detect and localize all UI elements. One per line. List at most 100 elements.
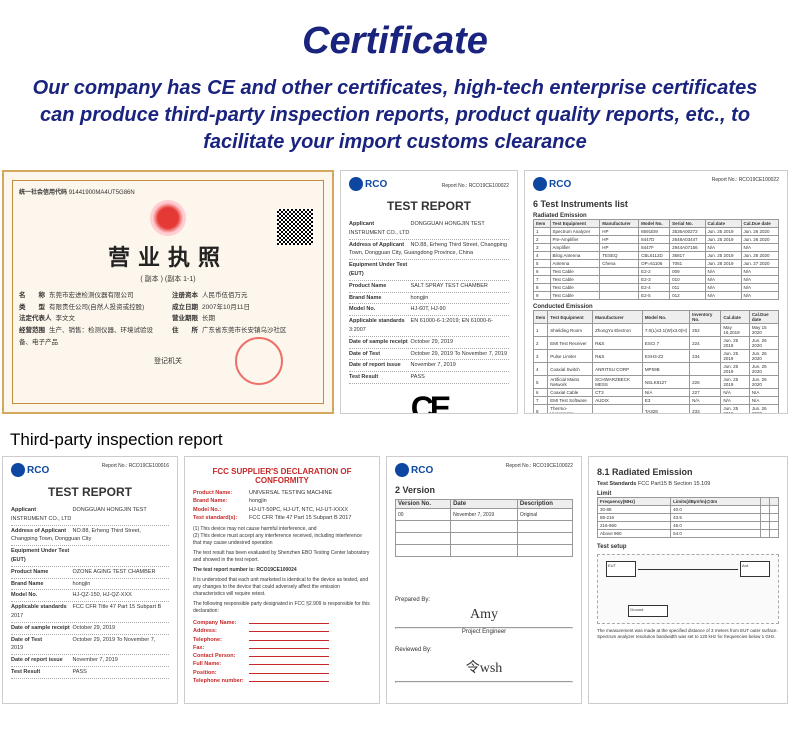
license-field: 法定代表人李文文: [19, 313, 164, 325]
official-stamp-icon: [235, 337, 283, 385]
table-header: Cal.date: [705, 220, 741, 228]
table-row: 9Test CableE2-5012N/AN/A: [534, 292, 779, 300]
table-header: Inventory No.: [690, 311, 721, 324]
table-header: [769, 498, 778, 506]
signature-2: 令wsh: [395, 657, 573, 677]
std-label: Test Standards: [597, 481, 636, 487]
field-row: Model No. HJ-60T, HJ-90: [349, 304, 509, 316]
report-number: Report No.: RCO19CE100022: [442, 183, 509, 189]
table-header: Cal.Due date: [749, 311, 778, 324]
field-row: Applicable standards EN 61000-6-1:2019; …: [349, 316, 509, 337]
fcc-party-field: Company Name:: [193, 619, 371, 627]
table-row: 7Test CableE2-3010N/AN/A: [534, 276, 779, 284]
field-row: Equipment Under Test (EUT): [11, 546, 169, 567]
table-row: [396, 545, 573, 557]
table-header: Model No.: [639, 220, 670, 228]
table-header: Item: [534, 311, 548, 324]
test-setup-diagram: EUT Ant. Ground: [597, 554, 779, 624]
table-row: 2Pre-AmplifierHP8447D2648A03447Jun. 25 2…: [534, 236, 779, 244]
license-field: 类 型有限责任公司(自然人投资或控股): [19, 302, 164, 314]
test-instruments-list: RCO Report No.: RCO19CE100022 6 Test Ins…: [524, 170, 788, 414]
table-row: 1Shielding RoomZhongYu Electron7.0(L)x3.…: [534, 324, 779, 337]
section-label-inspection: Third-party inspection report: [0, 418, 790, 454]
fcc-party-field: Telephone number:: [193, 677, 371, 685]
table-row: 1Spectrum AnalyzerHP8591EM3536A00272Jun.…: [534, 228, 779, 236]
instruments-title: 6 Test Instruments list: [533, 199, 779, 209]
rco-logo: RCO: [349, 177, 387, 191]
fcc-field: Test standard(s):FCC CFR Title 47 Part 1…: [193, 514, 371, 522]
table-row: 6Test CableE2-2009N/AN/A: [534, 268, 779, 276]
report-number: Report No.: RCO19CE100022: [506, 463, 573, 481]
ce-test-report: RCO Report No.: RCO19CE100022 TEST REPOR…: [340, 170, 518, 414]
field-row: Product Name SALT SPRAY TEST CHAMBER: [349, 281, 509, 293]
table-header: Manufacturer: [593, 311, 643, 324]
table-row: 00November 7, 2019Original: [396, 509, 573, 521]
field-row: Date of sample receipt October 29, 2019: [349, 337, 509, 349]
table-header: Limits(dBµV/m)@3m: [671, 498, 761, 506]
fcc-field: Model No.:HJ-UT-50PC, HJ-UT, NTC, HJ-UT-…: [193, 506, 371, 514]
license-subtitle: ( 副本 ) (副本 1-1): [19, 274, 317, 284]
ce-mark-icon: CE: [349, 390, 509, 414]
version-table: Version No.DateDescription00November 7, …: [395, 499, 573, 557]
table-header: Cal.date: [721, 311, 750, 324]
fcc-title: FCC SUPPLIER'S DECLARATION OF CONFORMITY: [193, 467, 371, 485]
fcc-declaration: FCC SUPPLIER'S DECLARATION OF CONFORMITY…: [184, 456, 380, 704]
table-row: 30-8840.0: [598, 506, 779, 514]
table-row: [396, 521, 573, 533]
std-value: FCC Part15 B Section 15.109: [638, 481, 710, 487]
rco-logo: RCO: [533, 177, 571, 191]
table-row: 4Bilog AntennaTESEQCBL6112D36817Jun. 25 …: [534, 252, 779, 260]
license-field: 住 所广东省东莞市长安镇乌沙社区: [172, 325, 317, 337]
report-title: TEST REPORT: [349, 199, 509, 213]
certificate-row-2: RCO Report No.: RCO19CE100016 TEST REPOR…: [0, 454, 790, 706]
table-header: Manufacturer: [600, 220, 639, 228]
radiated-emission-report: 8.1 Radiated Emission Test Standards FCC…: [588, 456, 788, 704]
report-number: Report No.: RCO19CE100016: [102, 463, 169, 481]
field-row: Date of report issue November 7, 2019: [11, 655, 169, 667]
rco-logo: RCO: [11, 463, 49, 477]
project-engineer-label: Project Engineer: [395, 629, 573, 635]
table-row: 3AmplifierHP8447F2944A07156N/AN/A: [534, 244, 779, 252]
field-row: Applicant DONGGUAN HONGJIN TEST INSTRUME…: [349, 219, 509, 240]
license-field: 名 称东莞市宏进检测仪器有限公司: [19, 290, 164, 302]
field-row: Equipment Under Test (EUT): [349, 260, 509, 281]
instruments-table-2: ItemTest EquipmentManufacturerModel No.I…: [533, 310, 779, 414]
table-row: 3Pulse LimiterR&SESH3-Z2234Jun. 25 2019J…: [534, 350, 779, 363]
prepared-by-label: Prepared By:: [395, 597, 573, 603]
table-row: 6Coaxial CableCT3N/A227N/AN/A: [534, 389, 779, 397]
field-row: Brand Name hongjin: [349, 293, 509, 305]
emission-limits-table: Frequency(MHz)Limits(dBµV/m)@3m30-8840.0…: [597, 497, 779, 538]
table-header: [760, 498, 769, 506]
table-header: Date: [451, 500, 518, 509]
signature-1: Amy: [395, 607, 573, 623]
table-header: Cal.Due date: [741, 220, 778, 228]
certificate-row-1: 统一社会信用代码 91441900MA4UT5G86N 营业执照 ( 副本 ) …: [0, 166, 790, 418]
test-setup-label: Test setup: [597, 544, 779, 550]
qr-code-icon: [277, 209, 313, 245]
table-row: 216-96046.0: [598, 522, 779, 530]
fcc-body: (1) This device may not cause harmful in…: [193, 526, 371, 615]
national-emblem-icon: [150, 200, 186, 236]
table-row: Above 96054.0: [598, 530, 779, 538]
fcc-party-field: Telephone:: [193, 636, 371, 644]
field-row: Date of Test October 29, 2019 To Novembe…: [349, 349, 509, 361]
table-header: Version No.: [396, 500, 451, 509]
business-license: 统一社会信用代码 91441900MA4UT5G86N 营业执照 ( 副本 ) …: [2, 170, 334, 414]
table-row: [396, 533, 573, 545]
field-row: Model No. HJ-QZ-150, HJ-QZ-XXX: [11, 590, 169, 602]
version-report: RCO Report No.: RCO19CE100022 2 Version …: [386, 456, 582, 704]
license-field: 营业期限长期: [172, 313, 317, 325]
page-subtitle: Our company has CE and other certificate…: [30, 75, 760, 156]
fcc-party-field: Full Name:: [193, 660, 371, 668]
table-row: 8Thermo-HygrometerTA328233Jun. 25 2019Ju…: [534, 405, 779, 415]
license-field: 经营范围生产、销售：检测仪器、环境试验设备、电子产品: [19, 325, 164, 348]
field-row: Address of Applicant NO.88, Erheng Third…: [11, 526, 169, 547]
emission-notes: The measurement was made at the specifie…: [597, 628, 779, 641]
version-title: 2 Version: [395, 485, 573, 495]
field-row: Date of Test October 29, 2019 To Novembe…: [11, 635, 169, 656]
table-header: Test Equipment: [550, 220, 600, 228]
reviewed-by-label: Reviewed By:: [395, 647, 573, 653]
fcc-party-field: Contact Person:: [193, 652, 371, 660]
table-row: 8Test CableE2-4011N/AN/A: [534, 284, 779, 292]
report-number: Report No.: RCO19CE100022: [712, 177, 779, 195]
